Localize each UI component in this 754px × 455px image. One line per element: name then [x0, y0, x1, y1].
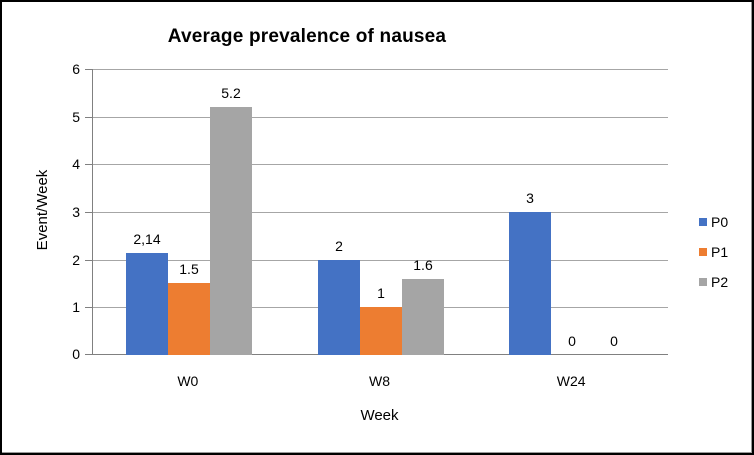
y-tick-label: 3 [72, 204, 80, 220]
bar-value-label: 2,14 [133, 231, 161, 247]
gridline-y-6 [93, 69, 668, 70]
bar-P0-W0 [126, 253, 168, 355]
bar-value-label: 0 [610, 333, 618, 349]
gridline-y-4 [93, 164, 668, 165]
bar-P1-W0 [168, 283, 210, 355]
bar-value-label: 1.6 [413, 257, 433, 273]
bar-value-label: 2 [335, 238, 343, 254]
legend-item-label: P1 [711, 244, 729, 260]
gridline-y-5 [93, 117, 668, 118]
x-category-label: W24 [556, 373, 586, 389]
y-axis-tick [85, 212, 93, 213]
bar-P2-W0 [210, 107, 252, 355]
bar-value-label: 3 [526, 190, 534, 206]
bar-P0-W24 [509, 212, 551, 355]
y-tick-label: 4 [72, 156, 80, 172]
bar-P0-W8 [318, 260, 360, 355]
y-tick-label: 1 [72, 299, 80, 315]
gridline-y-2 [93, 260, 668, 261]
legend-swatch-P0 [699, 218, 707, 226]
y-tick-label: 5 [72, 109, 80, 125]
bar-P1-W8 [360, 307, 402, 355]
y-axis-tick [85, 354, 93, 355]
legend-swatch-P1 [699, 248, 707, 256]
legend-swatch-P2 [699, 278, 707, 286]
bar-value-label: 5.2 [221, 85, 241, 101]
bar-P2-W8 [402, 279, 444, 355]
y-tick-label: 2 [72, 252, 80, 268]
legend-item-P1: P1 [699, 237, 728, 267]
y-tick-label: 6 [72, 61, 80, 77]
plot-area: 2,14 1.5 5.2 2 1 1.6 3 0 0 [85, 69, 668, 355]
x-category-label: W0 [177, 373, 199, 389]
gridline-y-3 [93, 212, 668, 213]
y-axis-tick [85, 307, 93, 308]
y-axis-tick [85, 164, 93, 165]
y-axis-tick [85, 69, 93, 70]
y-axis-tick [85, 260, 93, 261]
legend-item-P0: P0 [699, 207, 728, 237]
x-category-label: W8 [369, 373, 390, 389]
bar-value-label: 1 [377, 285, 385, 301]
y-tick-label: 0 [72, 346, 80, 362]
legend-item-P2: P2 [699, 267, 728, 297]
bar-value-label: 1.5 [179, 261, 199, 277]
bar-value-label: 0 [568, 333, 576, 349]
chart-title: Average prevalence of nausea [167, 26, 447, 47]
x-axis-title: Week [360, 407, 399, 424]
legend-item-label: P2 [711, 274, 729, 290]
legend: P0 P1 P2 [699, 207, 728, 297]
y-axis-tick [85, 117, 93, 118]
legend-item-label: P0 [711, 214, 729, 230]
